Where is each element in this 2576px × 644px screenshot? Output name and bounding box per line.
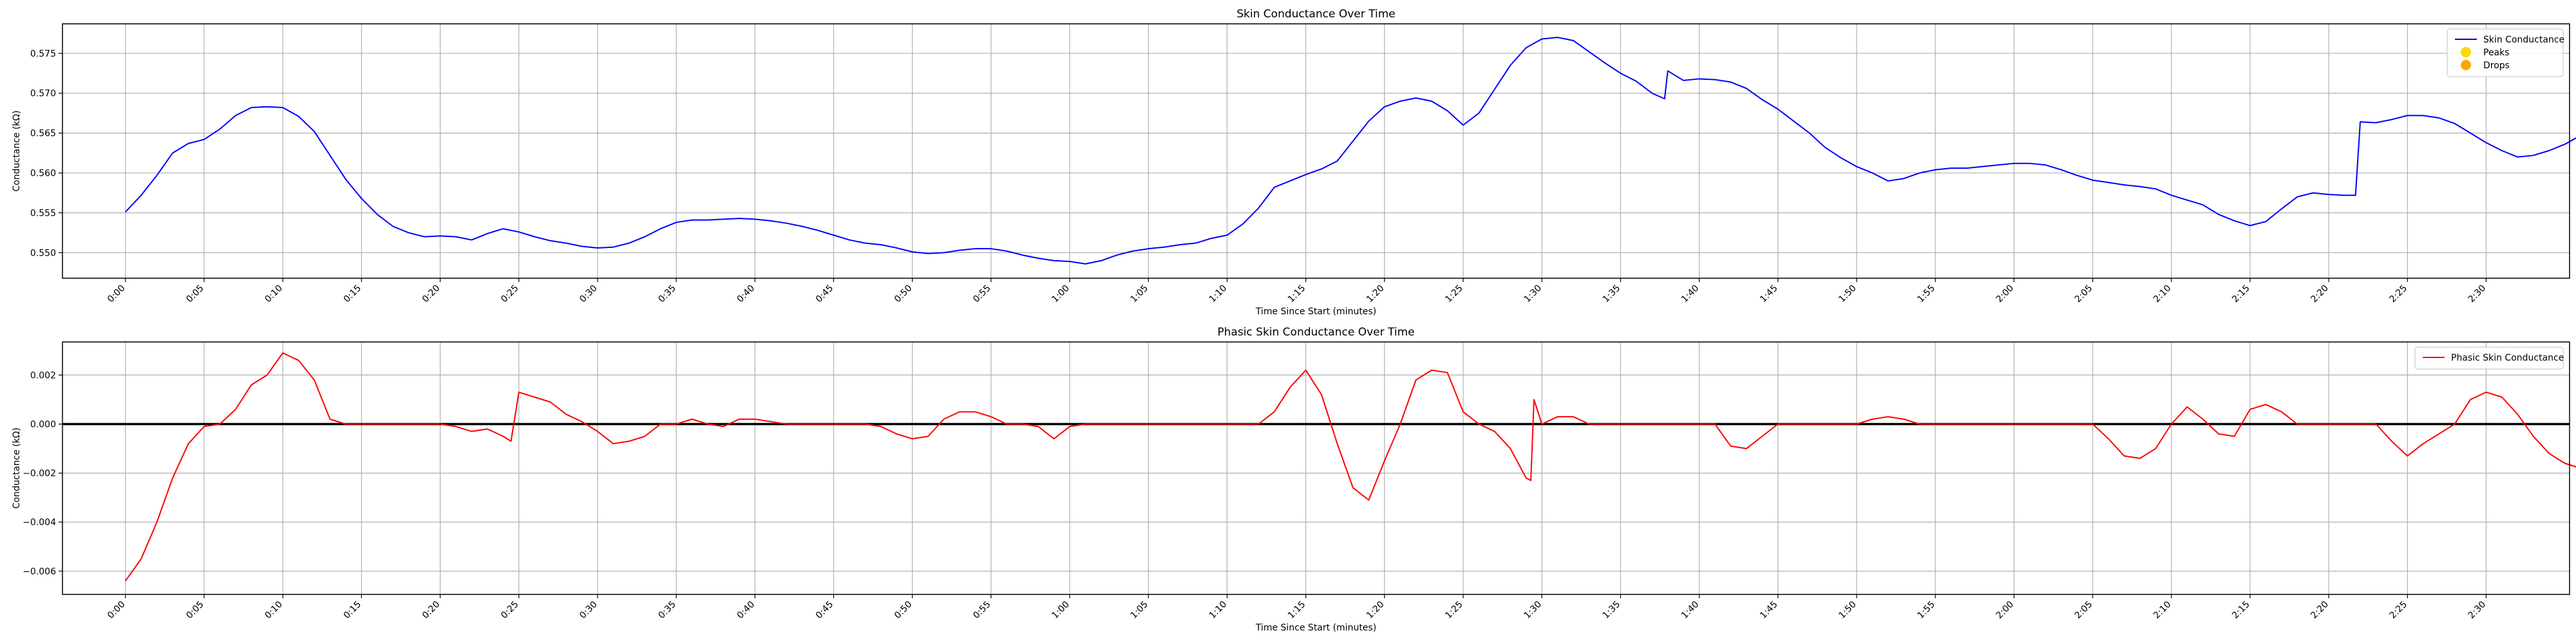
y-tick-label: 0.565 bbox=[30, 129, 56, 139]
x-tick-label: 1:45 bbox=[1758, 600, 1780, 621]
x-tick-label: 0:35 bbox=[656, 283, 678, 305]
x-tick-label: 1:15 bbox=[1286, 283, 1308, 305]
x-tick-label: 0:20 bbox=[421, 600, 442, 621]
x-tick-label: 1:10 bbox=[1208, 600, 1229, 621]
x-axis-label: Time Since Start (minutes) bbox=[1255, 307, 1376, 317]
x-tick-label: 0:40 bbox=[735, 600, 757, 621]
chart-title: Phasic Skin Conductance Over Time bbox=[1217, 326, 1414, 339]
x-tick-label: 0:05 bbox=[184, 283, 206, 305]
y-tick-label: 0.002 bbox=[30, 370, 56, 381]
x-tick-label: 0:55 bbox=[971, 283, 993, 305]
x-tick-label: 2:20 bbox=[2309, 283, 2331, 305]
x-tick-label: 0:30 bbox=[578, 283, 600, 305]
x-tick-label: 2:10 bbox=[2152, 600, 2174, 621]
x-tick-label: 2:10 bbox=[2152, 283, 2174, 305]
x-tick-label: 2:30 bbox=[2467, 283, 2488, 305]
x-tick-label: 2:30 bbox=[2467, 600, 2488, 621]
legend-swatch-marker bbox=[2461, 60, 2471, 70]
x-tick-label: 2:15 bbox=[2230, 600, 2252, 621]
y-tick-label: 0.575 bbox=[30, 49, 56, 59]
series-line-1 bbox=[125, 37, 2576, 265]
chart-title: Skin Conductance Over Time bbox=[1236, 8, 1395, 21]
y-tick-label: 0.560 bbox=[30, 169, 56, 179]
x-tick-label: 0:50 bbox=[893, 283, 914, 305]
legend-swatch-marker bbox=[2461, 47, 2471, 57]
x-tick-label: 2:25 bbox=[2388, 600, 2410, 621]
x-tick-label: 2:05 bbox=[2073, 600, 2095, 621]
legend-label: Skin Conductance bbox=[2483, 35, 2564, 45]
legend: Skin Conductance Peaks Drops bbox=[2447, 28, 2564, 77]
x-tick-label: 1:50 bbox=[1837, 600, 1859, 621]
x-tick-label: 2:15 bbox=[2230, 283, 2252, 305]
legend-label: Drops bbox=[2483, 61, 2510, 71]
y-axis-label: Conductance (kΩ) bbox=[12, 428, 22, 509]
x-tick-label: 0:35 bbox=[656, 600, 678, 621]
x-tick-label: 0:00 bbox=[106, 600, 128, 621]
x-tick-label: 1:40 bbox=[1680, 283, 1701, 305]
x-tick-label: 0:10 bbox=[263, 283, 285, 305]
x-tick-label: 1:40 bbox=[1680, 600, 1701, 621]
legend-label: Phasic Skin Conductance bbox=[2451, 353, 2564, 363]
y-tick-label: 0.555 bbox=[30, 208, 56, 218]
x-tick-label: 2:20 bbox=[2309, 600, 2331, 621]
x-tick-label: 1:35 bbox=[1601, 600, 1623, 621]
x-tick-label: 0:55 bbox=[971, 600, 993, 621]
x-tick-label: 1:25 bbox=[1443, 600, 1465, 621]
x-tick-label: 1:55 bbox=[1915, 283, 1937, 305]
legend-label: Peaks bbox=[2483, 48, 2510, 58]
x-tick-label: 1:15 bbox=[1286, 600, 1308, 621]
y-axis-label: Conductance (kΩ) bbox=[12, 110, 22, 191]
x-tick-label: 2:05 bbox=[2073, 283, 2095, 305]
plot-frame bbox=[62, 23, 2570, 279]
x-tick-label: 0:10 bbox=[263, 600, 285, 621]
y-tick-label: 0.570 bbox=[30, 89, 56, 99]
x-tick-label: 1:20 bbox=[1365, 600, 1387, 621]
x-tick-label: 0:30 bbox=[578, 600, 600, 621]
x-tick-label: 0:45 bbox=[814, 600, 836, 621]
x-tick-label: 1:55 bbox=[1915, 600, 1937, 621]
x-tick-label: 1:45 bbox=[1758, 283, 1780, 305]
x-tick-label: 1:50 bbox=[1837, 283, 1859, 305]
y-tick-label: 0.550 bbox=[30, 248, 56, 258]
x-tick-label: 1:05 bbox=[1129, 283, 1151, 305]
x-tick-label: 0:15 bbox=[342, 283, 364, 305]
x-tick-label: 0:50 bbox=[893, 600, 914, 621]
x-tick-label: 1:30 bbox=[1522, 600, 1544, 621]
x-tick-label: 0:05 bbox=[184, 600, 206, 621]
x-tick-label: 1:05 bbox=[1129, 600, 1151, 621]
x-tick-label: 1:25 bbox=[1443, 283, 1465, 305]
x-tick-label: 2:25 bbox=[2388, 283, 2410, 305]
x-tick-label: 1:20 bbox=[1365, 283, 1387, 305]
x-tick-label: 0:45 bbox=[814, 283, 836, 305]
x-tick-label: 1:35 bbox=[1601, 283, 1623, 305]
legend: Phasic Skin Conductance bbox=[2414, 346, 2564, 370]
x-tick-label: 1:30 bbox=[1522, 283, 1544, 305]
y-tick-label: −0.004 bbox=[23, 518, 56, 528]
x-tick-label: 2:00 bbox=[1994, 600, 2016, 621]
x-tick-label: 0:40 bbox=[735, 283, 757, 305]
legend-box bbox=[2447, 28, 2564, 77]
x-tick-label: 1:00 bbox=[1050, 283, 1072, 305]
x-tick-label: 1:10 bbox=[1208, 283, 1229, 305]
x-tick-label: 0:20 bbox=[421, 283, 442, 305]
x-tick-label: 0:25 bbox=[499, 600, 521, 621]
series-line-1 bbox=[124, 352, 2576, 582]
plot-frame bbox=[62, 341, 2570, 595]
x-tick-label: 0:15 bbox=[342, 600, 364, 621]
y-tick-label: −0.006 bbox=[23, 567, 56, 577]
y-tick-label: −0.002 bbox=[23, 469, 56, 479]
y-tick-label: 0.000 bbox=[30, 419, 56, 430]
x-tick-label: 0:00 bbox=[106, 283, 128, 305]
x-axis-label: Time Since Start (minutes) bbox=[1255, 623, 1376, 633]
chart-panel-2: 0:00 0:05 0:10 0:15 0:20 0:25 0:30 0:35 0:40 0:45… bbox=[12, 326, 2576, 633]
x-tick-label: 1:00 bbox=[1050, 600, 1072, 621]
chart-panel-1: 0:00 0:05 0:10 0:15 0:20 0:25 0:30 0:35 0:40 0:45… bbox=[12, 8, 2576, 317]
x-tick-label: 0:25 bbox=[499, 283, 521, 305]
legend-box bbox=[2414, 346, 2564, 370]
x-tick-label: 2:00 bbox=[1994, 283, 2016, 305]
